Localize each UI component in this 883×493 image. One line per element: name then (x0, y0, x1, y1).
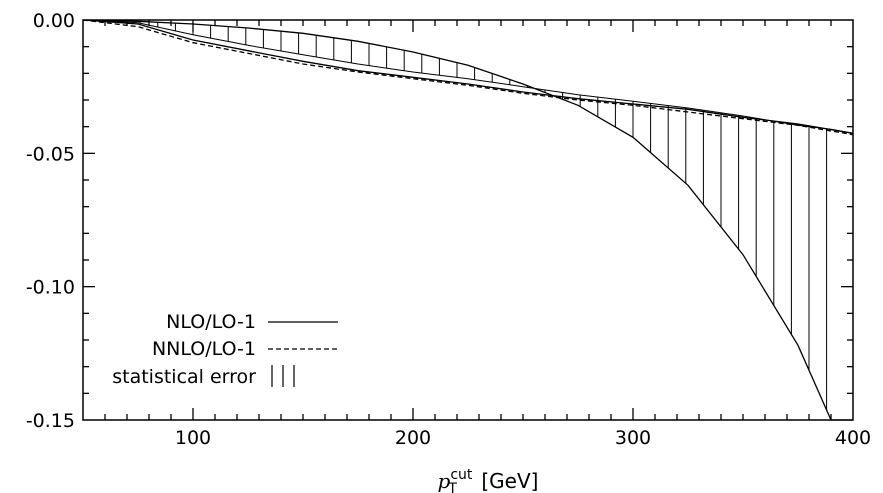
legend-label-3: statistical error (112, 366, 256, 388)
y-tick-label: -0.10 (26, 277, 75, 299)
error-band-upper-edge (82, 19, 853, 421)
x-axis-title-base: p (438, 469, 451, 493)
x-axis-title-sup: cut (450, 467, 473, 483)
ticks (83, 20, 853, 420)
y-tick-label: -0.05 (26, 143, 75, 165)
legend: NLO/LO-1 NNLO/LO-1 statistical error (112, 311, 338, 388)
tick-labels: 100 200 300 400 0.00 -0.05 -0.10 -0.15 (26, 10, 871, 449)
y-tick-label: 0.00 (33, 10, 75, 32)
x-tick-label: 200 (395, 427, 431, 449)
plot-frame (82, 19, 854, 421)
series-line-1 (82, 19, 854, 134)
x-tick-label: 300 (615, 427, 651, 449)
x-tick-label: 400 (835, 427, 871, 449)
x-axis-title: pcut T [GeV] (438, 467, 539, 493)
error-band-hatch (104, 20, 828, 411)
series-layer (82, 19, 854, 136)
legend-label-2: NNLO/LO-1 (152, 338, 256, 360)
error-band (82, 19, 854, 421)
legend-label-1: NLO/LO-1 (166, 311, 256, 333)
x-axis-title-unit: [GeV] (475, 469, 538, 493)
x-axis-title-sub: T (447, 481, 457, 493)
y-tick-label: -0.15 (26, 410, 75, 432)
series-line-2 (82, 19, 854, 136)
x-tick-label: 100 (175, 427, 211, 449)
